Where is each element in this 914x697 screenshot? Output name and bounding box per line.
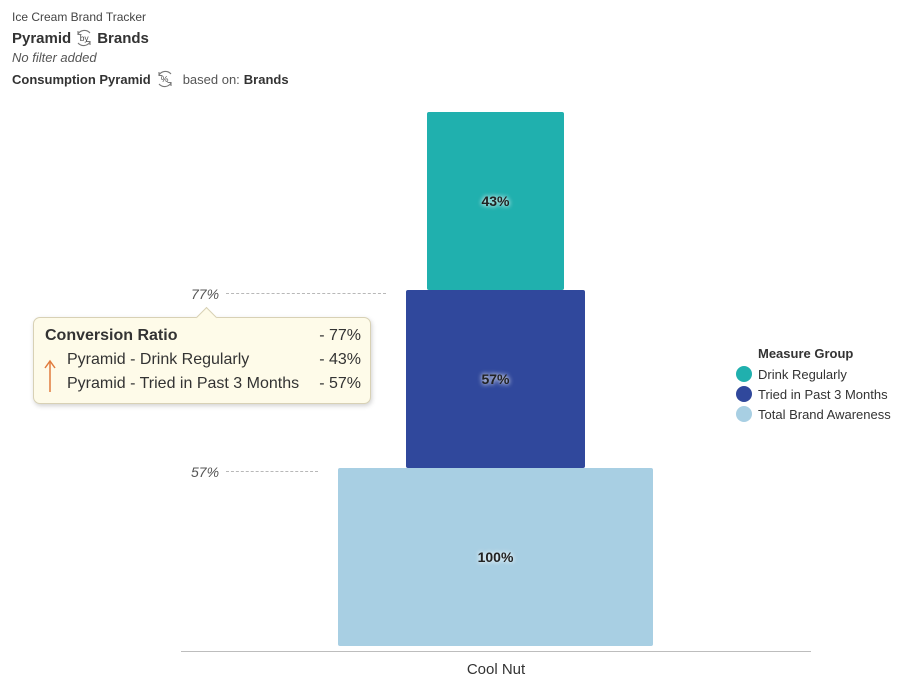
- legend-swatch-icon: [736, 406, 752, 422]
- based-on-value: Brands: [243, 71, 289, 87]
- x-axis-line: [181, 651, 811, 652]
- tooltip-row-value: - 57%: [319, 375, 361, 392]
- legend-item-drink-regularly[interactable]: Drink Regularly: [736, 364, 891, 384]
- chart-title: Pyramid by Brands: [12, 28, 149, 48]
- conversion-guide-lower: [226, 471, 318, 472]
- based-on-label: based on:: [182, 71, 240, 87]
- tooltip-title-value: - 77%: [319, 327, 361, 344]
- bar-value-label: 100%: [477, 549, 514, 565]
- swap-by-icon[interactable]: by: [74, 28, 94, 48]
- conversion-label-upper: 77%: [191, 286, 220, 302]
- legend-label: Total Brand Awareness: [758, 406, 891, 422]
- title-measure: Pyramid: [12, 29, 72, 47]
- tooltip-pointer: [195, 306, 218, 329]
- legend-swatch-icon: [736, 366, 752, 382]
- measure-name: Consumption Pyramid: [12, 71, 151, 87]
- conversion-label-lower: 57%: [191, 464, 220, 480]
- up-arrow-icon: [44, 359, 56, 392]
- tooltip-row-value: - 43%: [319, 351, 361, 368]
- bar-drink-regularly[interactable]: 43%: [427, 112, 564, 290]
- legend-title: Measure Group: [758, 346, 854, 361]
- measure-line: Consumption Pyramid % based on: Brands: [12, 69, 289, 89]
- legend: Measure Group Drink Regularly Tried in P…: [736, 346, 891, 424]
- filter-status: No filter added: [12, 50, 97, 65]
- legend-item-tried-past-3-months[interactable]: Tried in Past 3 Months: [736, 384, 891, 404]
- conversion-guide-upper: [226, 293, 386, 294]
- bar-tried-past-3-months[interactable]: 57%: [406, 290, 585, 468]
- bar-value-label: 43%: [481, 193, 510, 209]
- legend-item-total-brand-awareness[interactable]: Total Brand Awareness: [736, 404, 891, 424]
- tooltip-row-label: Pyramid - Drink Regularly: [67, 351, 250, 368]
- x-axis-category-label: Cool Nut: [466, 661, 526, 678]
- bar-total-brand-awareness[interactable]: 100%: [338, 468, 653, 646]
- legend-swatch-icon: [736, 386, 752, 402]
- legend-label: Drink Regularly: [758, 366, 847, 382]
- legend-label: Tried in Past 3 Months: [758, 386, 888, 402]
- percent-toggle-icon[interactable]: %: [155, 69, 175, 89]
- tooltip-title: Conversion Ratio: [45, 327, 178, 344]
- bar-value-label: 57%: [481, 371, 510, 387]
- report-subtitle: Ice Cream Brand Tracker: [12, 10, 147, 24]
- conversion-tooltip: Conversion Ratio - 77% Pyramid - Drink R…: [33, 306, 371, 404]
- title-dimension: Brands: [97, 29, 149, 47]
- tooltip-row-label: Pyramid - Tried in Past 3 Months: [67, 375, 300, 392]
